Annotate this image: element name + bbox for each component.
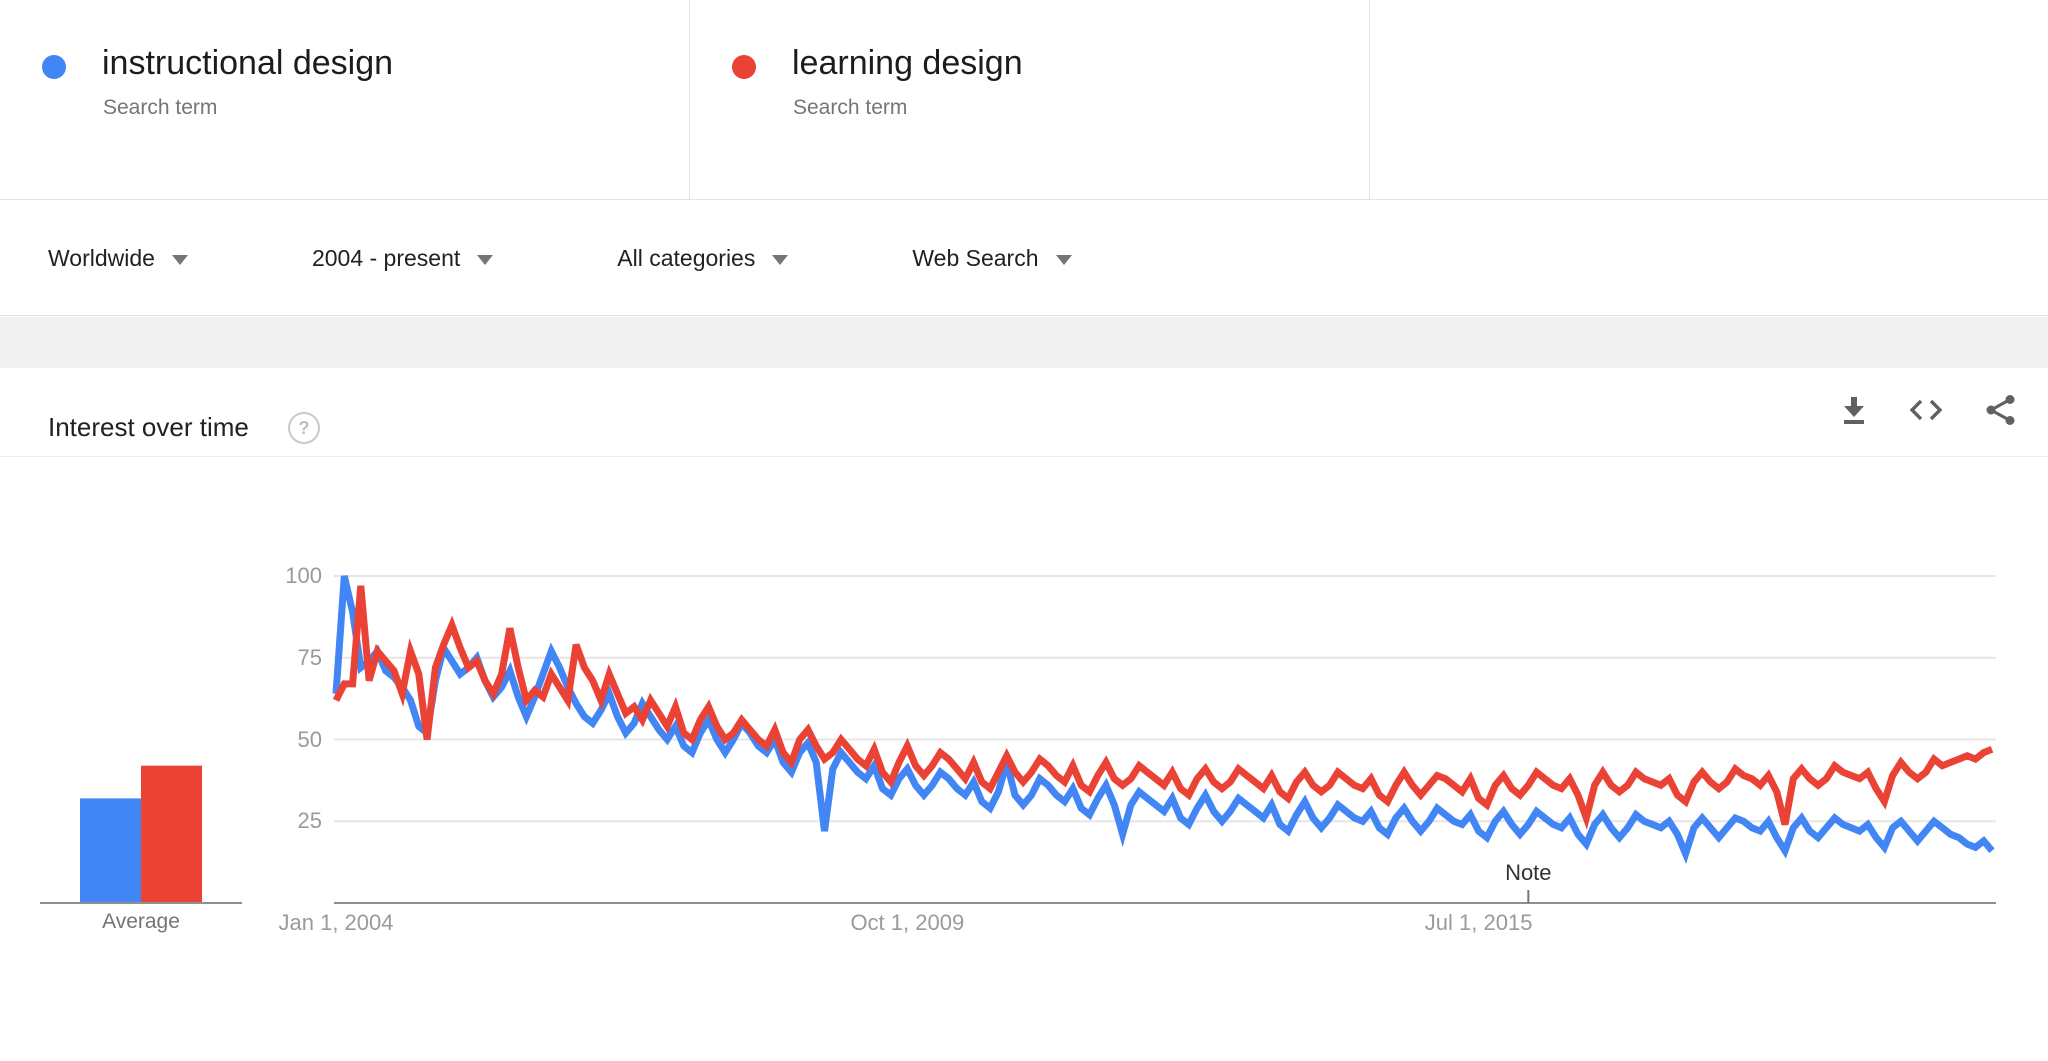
search-term-card-1[interactable]: instructional design Search term xyxy=(0,0,690,200)
search-term-card-2[interactable]: learning design Search term xyxy=(690,0,1370,200)
x-axis-tick-label: Oct 1, 2009 xyxy=(850,910,965,935)
x-axis-tick-label: Jul 1, 2015 xyxy=(1424,910,1533,935)
search-term-subtitle: Search term xyxy=(793,96,908,119)
region-filter-dropdown[interactable]: Worldwide xyxy=(48,245,188,272)
interest-chart[interactable]: 25 50 75 100 Jan 1, 2004 Oct 1, 2009 Jul 1, 20… xyxy=(0,368,2048,1061)
category-filter-label: All categories xyxy=(617,244,756,271)
search-term-title: instructional design xyxy=(102,44,394,82)
help-icon[interactable]: ? xyxy=(288,412,320,444)
x-axis-tick-label: Jan 1, 2004 xyxy=(278,910,394,935)
embed-icon[interactable] xyxy=(1908,392,1944,428)
download-icon[interactable] xyxy=(1836,392,1872,428)
chevron-down-icon xyxy=(477,254,494,265)
y-axis-tick-label: 50 xyxy=(297,726,322,752)
y-axis-tick-label: 25 xyxy=(297,808,322,834)
page-background-band xyxy=(0,317,2048,368)
average-label: Average xyxy=(102,910,180,933)
chevron-down-icon xyxy=(772,254,789,265)
note-annotation-label: Note xyxy=(1505,860,1552,885)
time-range-filter-dropdown[interactable]: 2004 - present xyxy=(311,244,494,272)
search-type-filter-dropdown[interactable]: Web Search xyxy=(912,244,1072,272)
share-icon[interactable] xyxy=(1982,392,2018,428)
region-filter-label: Worldwide xyxy=(48,244,155,271)
search-type-filter-label: Web Search xyxy=(912,244,1039,271)
series-dot-red-icon xyxy=(732,55,756,79)
widget-header-divider xyxy=(0,456,2048,457)
search-term-title: learning design xyxy=(792,44,1023,82)
search-term-subtitle: Search term xyxy=(103,96,218,119)
trend-lines-chart[interactable] xyxy=(0,555,2048,955)
chevron-down-icon xyxy=(171,254,188,265)
y-axis-tick-label: 100 xyxy=(285,563,322,588)
filter-bar: Worldwide 2004 - present All categories … xyxy=(0,201,2048,316)
chevron-down-icon xyxy=(1055,254,1072,265)
y-axis-tick-label: 75 xyxy=(297,644,322,670)
widget-title: Interest over time xyxy=(48,412,249,442)
series-dot-blue-icon xyxy=(42,55,66,79)
category-filter-dropdown[interactable]: All categories xyxy=(617,244,789,272)
time-range-filter-label: 2004 - present xyxy=(311,244,461,271)
interest-over-time-widget: Interest over time ? 25 50 75 100 Jan 1, 200… xyxy=(0,368,2048,1061)
widget-toolbar xyxy=(1836,392,2036,432)
comparison-header: instructional design Search term learnin… xyxy=(0,0,2048,200)
add-comparison-button[interactable]: + Add comparison xyxy=(1370,0,2048,200)
